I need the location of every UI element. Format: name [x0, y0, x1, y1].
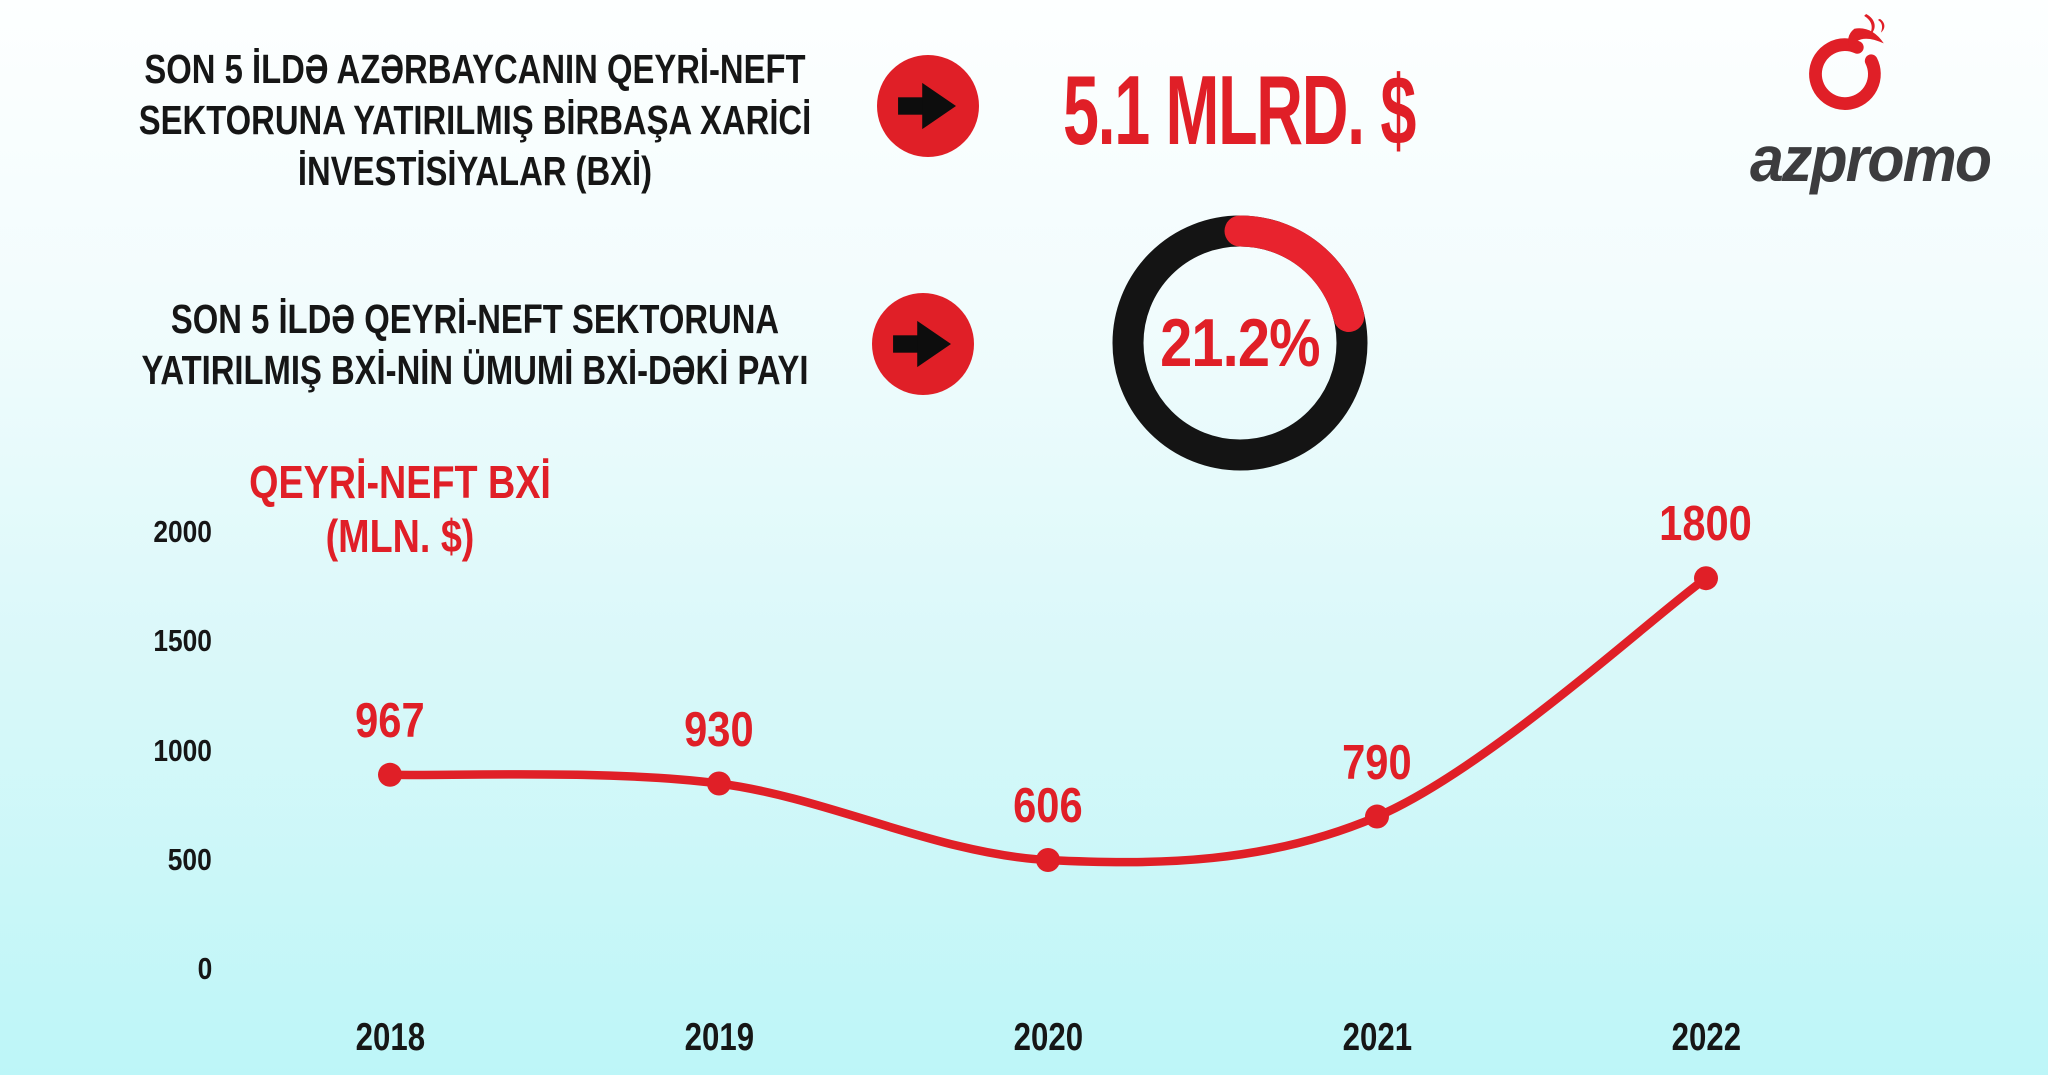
- data-point-marker: [707, 771, 731, 796]
- x-tick-label: 2021: [1342, 1016, 1412, 1059]
- y-tick-label: 1500: [153, 623, 212, 659]
- point-value-label: 790: [1342, 735, 1412, 790]
- stat-value-fdi-share: 21.2%: [1160, 305, 1320, 381]
- donut-gauge: [1112, 215, 1368, 471]
- x-tick-label: 2020: [1013, 1016, 1083, 1059]
- data-point-marker: [1694, 566, 1718, 591]
- point-value-label: 606: [1013, 778, 1083, 833]
- logo-wordmark: azpromo: [1750, 123, 1992, 195]
- y-tick-label: 500: [168, 841, 212, 877]
- x-tick-label: 2019: [684, 1016, 754, 1059]
- chart-title: QEYRİ-NEFT BXİ (MLN. $): [249, 456, 551, 562]
- azpromo-logo: azpromo: [1745, 12, 1992, 196]
- right-arrow-icon: [898, 82, 956, 130]
- stat-value-fdi-total: 5.1 MLRD. $: [1062, 55, 1416, 165]
- data-point-marker: [1365, 804, 1389, 829]
- data-point-marker: [1036, 847, 1060, 872]
- y-tick-label: 1000: [153, 732, 212, 768]
- stat-arrow-badge-2: [872, 293, 974, 395]
- x-tick-label: 2022: [1671, 1016, 1741, 1059]
- y-tick-label: 0: [197, 951, 212, 986]
- y-tick-label: 2000: [153, 514, 212, 549]
- right-arrow-icon: [893, 320, 951, 368]
- x-tick-label: 2018: [355, 1016, 425, 1059]
- headline-secondary: SON 5 İLDƏ QEYRİ-NEFT SEKTORUNA YATIRILM…: [141, 296, 809, 393]
- point-value-label: 967: [355, 693, 425, 748]
- flame-swirl-icon: [1809, 13, 1885, 110]
- point-value-label: 930: [684, 702, 754, 757]
- headline-primary: SON 5 İLDƏ AZƏRBAYCANIN QEYRİ-NEFT SEKTO…: [138, 46, 812, 194]
- data-point-marker: [378, 762, 402, 787]
- donut-progress-arc: [1224, 215, 1365, 332]
- point-value-label: 1800: [1659, 497, 1753, 552]
- stat-arrow-badge-1: [877, 55, 979, 157]
